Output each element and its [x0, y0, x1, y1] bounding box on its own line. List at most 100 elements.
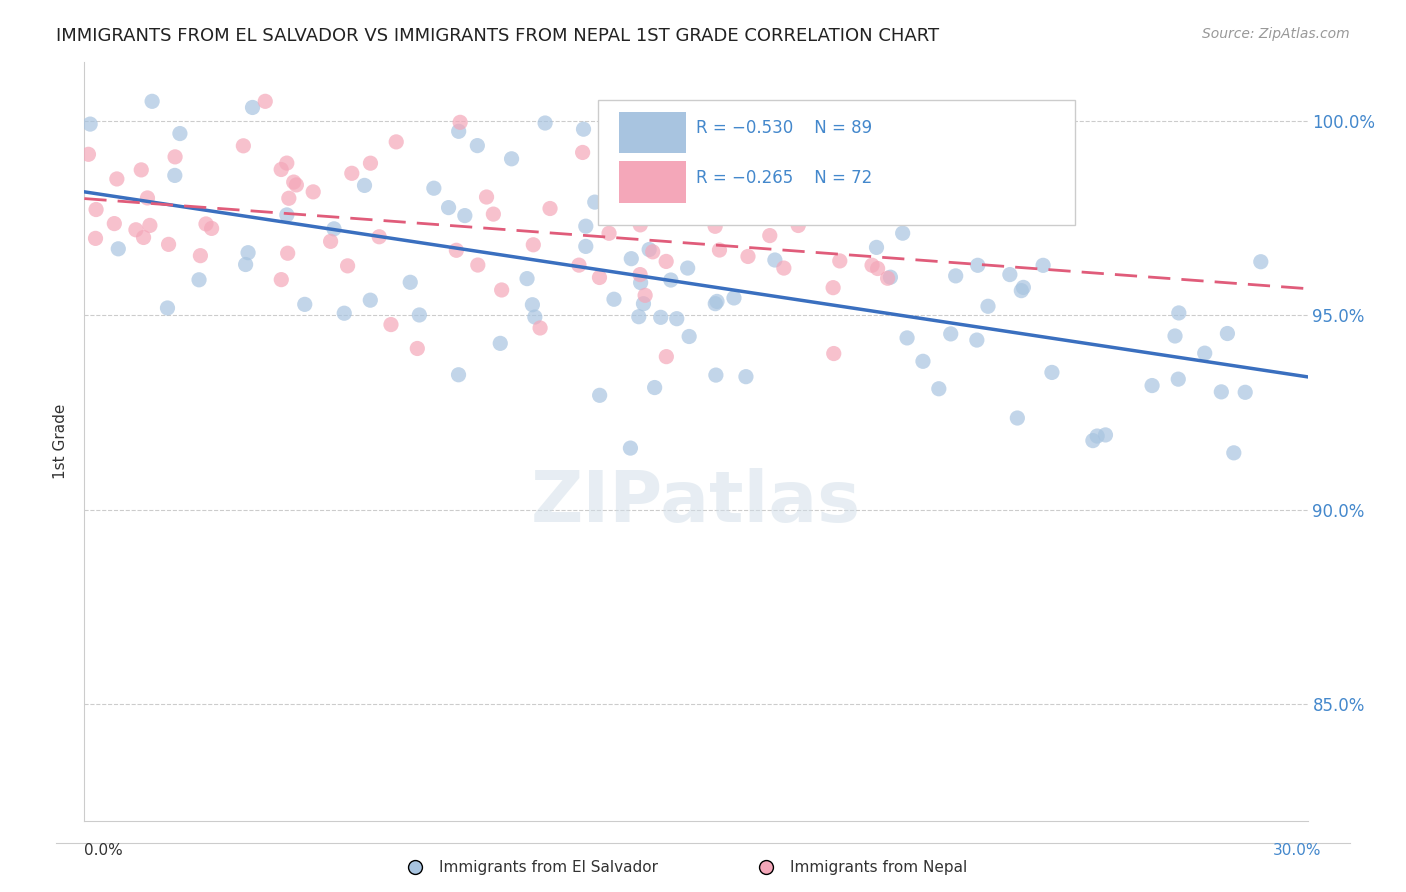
Point	[758, 228, 780, 243]
Point	[664, 195, 686, 210]
Point	[277, 191, 299, 205]
Point	[353, 178, 375, 193]
Point	[966, 258, 988, 272]
Point	[683, 196, 706, 211]
Point	[879, 270, 901, 285]
Point	[1085, 429, 1108, 443]
Point	[588, 388, 610, 402]
Point	[482, 207, 505, 221]
Point	[190, 249, 212, 263]
Point	[939, 326, 962, 341]
Point	[709, 243, 731, 257]
Point	[627, 310, 650, 324]
Point	[598, 227, 620, 241]
Point	[283, 175, 305, 189]
Point	[406, 342, 429, 356]
Point	[610, 178, 633, 192]
Point	[195, 217, 218, 231]
Point	[572, 122, 595, 136]
Point	[644, 380, 666, 394]
Point	[319, 235, 342, 249]
Point	[285, 178, 308, 192]
Point	[747, 207, 769, 221]
Point	[860, 258, 883, 272]
Point	[678, 329, 700, 343]
Point	[501, 152, 523, 166]
Point	[491, 283, 513, 297]
Point	[1140, 378, 1163, 392]
Point	[522, 237, 544, 252]
Text: ZIPatlas: ZIPatlas	[531, 467, 860, 537]
Point	[977, 299, 1000, 313]
Point	[522, 298, 544, 312]
Point	[896, 331, 918, 345]
Point	[614, 195, 637, 210]
Point	[852, 198, 875, 212]
Point	[277, 246, 299, 260]
Point	[157, 237, 180, 252]
Point	[129, 162, 152, 177]
Point	[1194, 346, 1216, 360]
Point	[529, 321, 551, 335]
Point	[619, 441, 641, 455]
Point	[1250, 254, 1272, 268]
Point	[188, 273, 211, 287]
Point	[1223, 446, 1246, 460]
Point	[232, 138, 254, 153]
Text: Source: ZipAtlas.com: Source: ZipAtlas.com	[1202, 27, 1350, 41]
Point	[568, 258, 591, 272]
Point	[571, 145, 593, 160]
FancyBboxPatch shape	[598, 101, 1076, 226]
Point	[945, 268, 967, 283]
Point	[763, 252, 786, 267]
Point	[723, 291, 745, 305]
Point	[659, 273, 682, 287]
Point	[276, 208, 298, 222]
Point	[254, 95, 277, 109]
Point	[620, 252, 643, 266]
Point	[1164, 329, 1187, 343]
Point	[163, 169, 186, 183]
Point	[333, 306, 356, 320]
Point	[655, 350, 678, 364]
Point	[1167, 372, 1189, 386]
Point	[703, 186, 725, 201]
Point	[588, 270, 610, 285]
Point	[380, 318, 402, 332]
Point	[385, 135, 408, 149]
Point	[139, 219, 162, 233]
Point	[665, 311, 688, 326]
Point	[399, 275, 422, 289]
Point	[575, 219, 598, 234]
Point	[447, 368, 470, 382]
Point	[1211, 384, 1233, 399]
Point	[475, 190, 498, 204]
Point	[136, 191, 159, 205]
Point	[236, 245, 259, 260]
Point	[704, 368, 727, 382]
Point	[630, 276, 652, 290]
Point	[169, 127, 191, 141]
Point	[998, 268, 1021, 282]
Point	[603, 292, 626, 306]
Point	[773, 261, 796, 276]
Point	[276, 156, 298, 170]
Point	[1010, 284, 1032, 298]
Point	[270, 272, 292, 286]
Point	[891, 226, 914, 240]
Point	[302, 185, 325, 199]
Point	[107, 242, 129, 256]
Point	[797, 210, 820, 224]
Point	[323, 222, 346, 236]
Point	[294, 297, 316, 311]
Point	[786, 209, 808, 223]
Point	[787, 219, 810, 233]
Point	[141, 95, 163, 109]
Point	[828, 254, 851, 268]
Point	[200, 221, 222, 235]
Point	[1040, 366, 1063, 380]
Point	[876, 271, 898, 285]
Point	[105, 172, 128, 186]
Text: IMMIGRANTS FROM EL SALVADOR VS IMMIGRANTS FROM NEPAL 1ST GRADE CORRELATION CHART: IMMIGRANTS FROM EL SALVADOR VS IMMIGRANT…	[56, 27, 939, 45]
Point	[628, 218, 651, 232]
